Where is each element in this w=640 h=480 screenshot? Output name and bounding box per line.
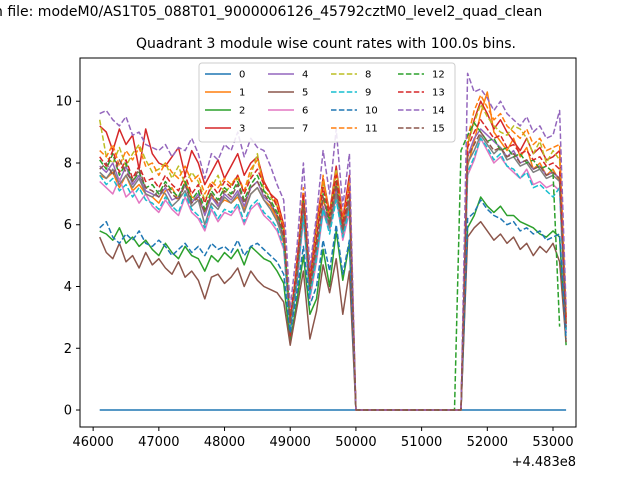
y-tick-label: 10	[55, 95, 72, 110]
series-line-9	[99, 137, 567, 411]
series-line-15	[99, 131, 567, 411]
x-axis-ticks: 46000 47000 48000 49000 50000 51000 52000 53000	[72, 427, 574, 450]
legend-label-1: 1	[239, 88, 245, 99]
legend-label-15: 15	[432, 124, 445, 135]
series-lines	[98, 72, 567, 411]
series-line-11	[99, 94, 567, 411]
legend-label-0: 0	[239, 70, 245, 81]
legend-label-14: 14	[432, 106, 445, 117]
x-tick-label: 53000	[532, 435, 573, 450]
x-axis-offset-label: +4.483e8	[512, 455, 576, 470]
legend-label-12: 12	[432, 70, 445, 81]
y-tick-label: 4	[64, 280, 72, 295]
plot-frame	[79, 57, 577, 428]
legend-label-7: 7	[302, 124, 308, 135]
x-tick-label: 47000	[138, 435, 179, 450]
legend-label-3: 3	[239, 124, 245, 135]
legend-label-6: 6	[302, 106, 308, 117]
series-line-8	[98, 103, 567, 411]
series-line-4	[99, 128, 567, 411]
series-line-14	[99, 72, 567, 411]
legend-label-2: 2	[239, 106, 245, 117]
series-line-10	[99, 199, 567, 411]
series-line-7	[99, 134, 567, 411]
series-line-5	[99, 220, 567, 411]
x-tick-label: 48000	[204, 435, 245, 450]
legend-label-11: 11	[365, 124, 378, 135]
series-line-2	[99, 196, 567, 411]
y-tick-label: 0	[64, 404, 72, 419]
y-tick-label: 6	[64, 218, 72, 233]
x-tick-label: 52000	[467, 435, 508, 450]
legend-frame	[198, 62, 456, 143]
series-line-13	[99, 119, 567, 411]
x-tick-label: 50000	[335, 435, 376, 450]
y-tick-label: 2	[64, 342, 72, 357]
x-tick-label: 51000	[401, 435, 442, 450]
legend-label-13: 13	[432, 88, 445, 99]
figure-suptitle: n file: modeM0/AS1T05_088T01_9000006126_…	[0, 4, 543, 20]
x-tick-label: 49000	[270, 435, 311, 450]
y-tick-label: 8	[64, 156, 72, 171]
legend-label-10: 10	[365, 106, 378, 117]
y-axis-ticks: 0 2 4 6 8 10	[55, 95, 80, 419]
x-tick-label: 46000	[72, 435, 113, 450]
chart-title: Quadrant 3 module wise count rates with …	[136, 36, 516, 52]
legend-label-4: 4	[302, 70, 308, 81]
legend-label-8: 8	[365, 70, 371, 81]
legend-label-5: 5	[302, 88, 308, 99]
legend-label-9: 9	[365, 88, 371, 99]
